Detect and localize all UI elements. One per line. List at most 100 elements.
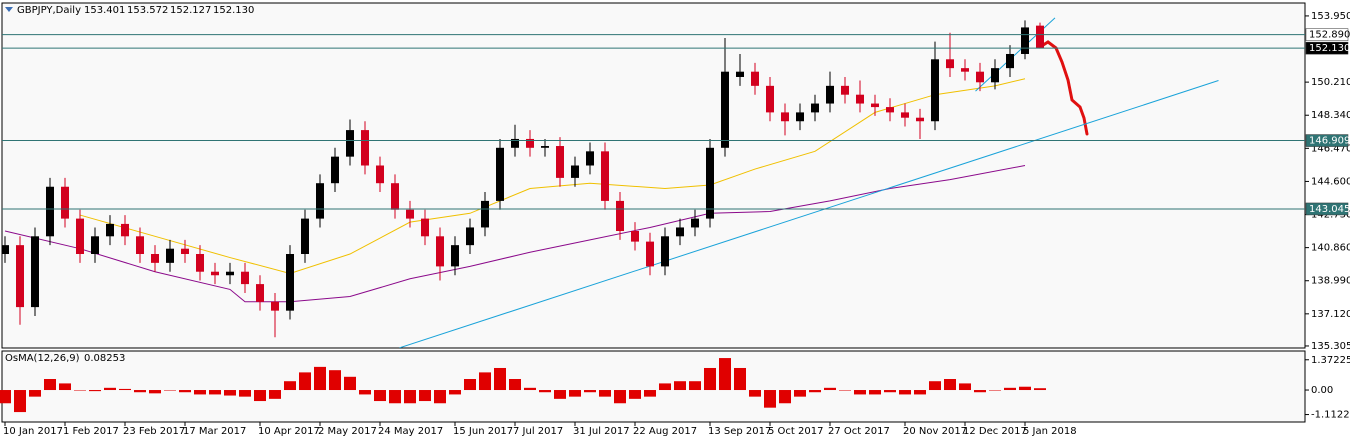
x-tick-label: 10 Jan 2017 [3, 426, 63, 437]
candle-body [856, 94, 864, 104]
candle-body [31, 236, 39, 308]
osma-bar [254, 390, 266, 402]
osma-bar [704, 367, 716, 391]
candle-body [301, 218, 309, 255]
candle-body [226, 271, 234, 276]
candle-body [196, 254, 204, 272]
candle-body [181, 248, 189, 255]
osma-bar [629, 390, 641, 399]
chart-title: GBPJPY,Daily [17, 5, 81, 16]
osma-bar [539, 390, 551, 393]
osma-bar [734, 367, 746, 391]
osma-bar [554, 390, 566, 399]
osma-bar [239, 390, 251, 397]
x-tick-label: 24 May 2017 [378, 426, 443, 437]
osma-bar [464, 379, 476, 391]
candle-body [706, 147, 714, 219]
y-tick-label: 0.00 [1311, 385, 1333, 396]
candle-body [751, 71, 759, 86]
candle-body [916, 117, 924, 122]
osma-bar [509, 379, 521, 391]
osma-bar [599, 390, 611, 397]
x-tick-label: 5 Jan 2018 [1023, 426, 1077, 437]
osma-bar [329, 370, 341, 391]
candle-body [376, 165, 384, 184]
osma-bar [989, 390, 1001, 391]
candle-body [796, 112, 804, 122]
x-tick-label: 17 Mar 2017 [183, 426, 246, 437]
y-tick-label: 146.470 [1311, 143, 1350, 154]
candle-body [586, 151, 594, 166]
x-tick-label: 2 May 2017 [318, 426, 377, 437]
osma-bar [659, 383, 671, 391]
level-label-box [1305, 41, 1349, 55]
candle-body [601, 151, 609, 201]
candle-body [931, 59, 939, 122]
candle-body [331, 156, 339, 184]
x-tick-label: 27 Oct 2017 [828, 426, 890, 437]
osma-bar [89, 390, 101, 392]
osma-bar [569, 390, 581, 397]
osma-bar [854, 390, 866, 395]
osma-bar [884, 390, 896, 393]
osma-bar [389, 390, 401, 404]
osma-bar [134, 390, 146, 393]
plot-layer [2, 17, 1219, 348]
osma-bar [224, 390, 236, 396]
candle-body [391, 183, 399, 210]
level-label-box [1305, 202, 1349, 216]
symbol-icon [5, 7, 13, 12]
y-tick-label: 148.340 [1311, 110, 1350, 121]
candle-body [616, 200, 624, 231]
osma-bar [899, 390, 911, 395]
candle-body [676, 227, 684, 237]
candle-body [166, 248, 174, 263]
osma-bar [524, 387, 536, 391]
candle-body [76, 218, 84, 255]
osma-bar [689, 381, 701, 391]
osma-bar [494, 367, 506, 391]
osma-bar [929, 381, 941, 391]
osma-bar [674, 381, 686, 391]
candle-body [826, 85, 834, 104]
candle-body [406, 209, 414, 219]
candle-body [271, 301, 279, 311]
osma-bar [479, 372, 491, 391]
candle-body [541, 146, 549, 148]
y-tick-label: 153.950 [1311, 11, 1350, 22]
candle-body [436, 236, 444, 267]
osma-bar [119, 388, 131, 391]
candle-body [466, 227, 474, 246]
osma-bar [764, 390, 776, 408]
osma-bar [1019, 386, 1031, 391]
candle-body [781, 112, 789, 122]
osma-bar [419, 390, 431, 402]
level-label-box [1305, 28, 1349, 41]
osma-value: 0.08253 [84, 353, 125, 364]
candle-body [946, 59, 954, 69]
osma-bar [584, 390, 596, 393]
osma-bar [344, 376, 356, 391]
osma-bar [194, 390, 206, 395]
candle-body [766, 85, 774, 113]
x-tick-label: 7 Jul 2017 [513, 426, 563, 437]
candle-body [121, 223, 129, 237]
x-tick-label: 12 Dec 2017 [963, 426, 1027, 437]
osma-bar [809, 390, 821, 393]
y-tick-label: 138.990 [1311, 276, 1350, 287]
candle-body [841, 85, 849, 95]
x-tick-label: 10 Apr 2017 [258, 426, 320, 437]
main-plot [1, 2, 1306, 349]
candle-body [721, 71, 729, 148]
candle-body [481, 200, 489, 228]
y-tick-label: 135.305 [1311, 341, 1350, 352]
osma-bar [614, 390, 626, 404]
indicator-line [4, 165, 1026, 303]
candle-body [106, 223, 114, 237]
ohlc-high: 153.572 [127, 5, 168, 16]
x-tick-label: 5 Oct 2017 [768, 426, 823, 437]
candle-body [976, 71, 984, 83]
osma-bar [1004, 387, 1016, 391]
candle-body [691, 218, 699, 228]
